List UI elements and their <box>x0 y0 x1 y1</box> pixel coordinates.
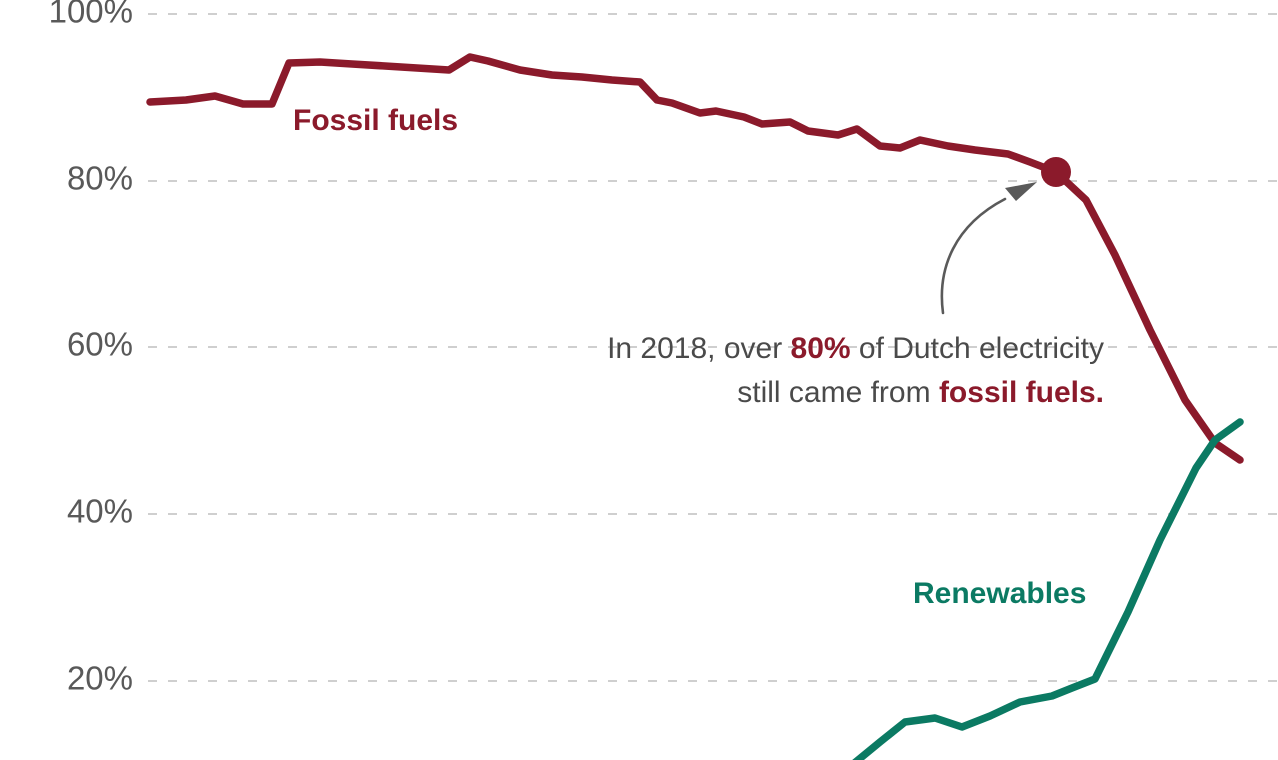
y-axis-tick-labels: 100% 80% 60% 40% 20% <box>49 0 133 697</box>
gridlines <box>148 13 1278 682</box>
annotation-line2-part1: still came from <box>737 376 939 409</box>
series-label-fossil-fuels: Fossil fuels <box>293 104 458 137</box>
y-tick-label-20: 20% <box>67 660 133 697</box>
annotation-line1-part2: of Dutch electricity <box>851 332 1104 365</box>
y-tick-label-40: 40% <box>67 493 133 530</box>
annotation-line-2: still came from fossil fuels. <box>737 376 1104 409</box>
annotation-line1-part1: In 2018, over <box>607 332 790 365</box>
annotation-line1-highlight: 80% <box>791 332 851 365</box>
series-line-fossil-fuels <box>146 53 1244 464</box>
annotation-arrow-head <box>1005 182 1037 201</box>
annotation-line-1: In 2018, over 80% of Dutch electricity <box>607 332 1104 365</box>
y-tick-label-60: 60% <box>67 326 133 363</box>
y-tick-label-100: 100% <box>49 0 133 30</box>
annotation-arrow-shaft <box>940 197 1007 315</box>
annotation-arrow <box>940 182 1037 315</box>
y-tick-label-80: 80% <box>67 160 133 197</box>
annotation-line2-highlight: fossil fuels <box>939 376 1096 409</box>
annotation-line2-part2: . <box>1096 376 1104 409</box>
series-line-renewables <box>852 418 1244 760</box>
annotated-data-point-2018 <box>1041 157 1071 187</box>
series-label-renewables: Renewables <box>913 577 1086 610</box>
chart-annotation: In 2018, over 80% of Dutch electricity s… <box>607 332 1104 409</box>
